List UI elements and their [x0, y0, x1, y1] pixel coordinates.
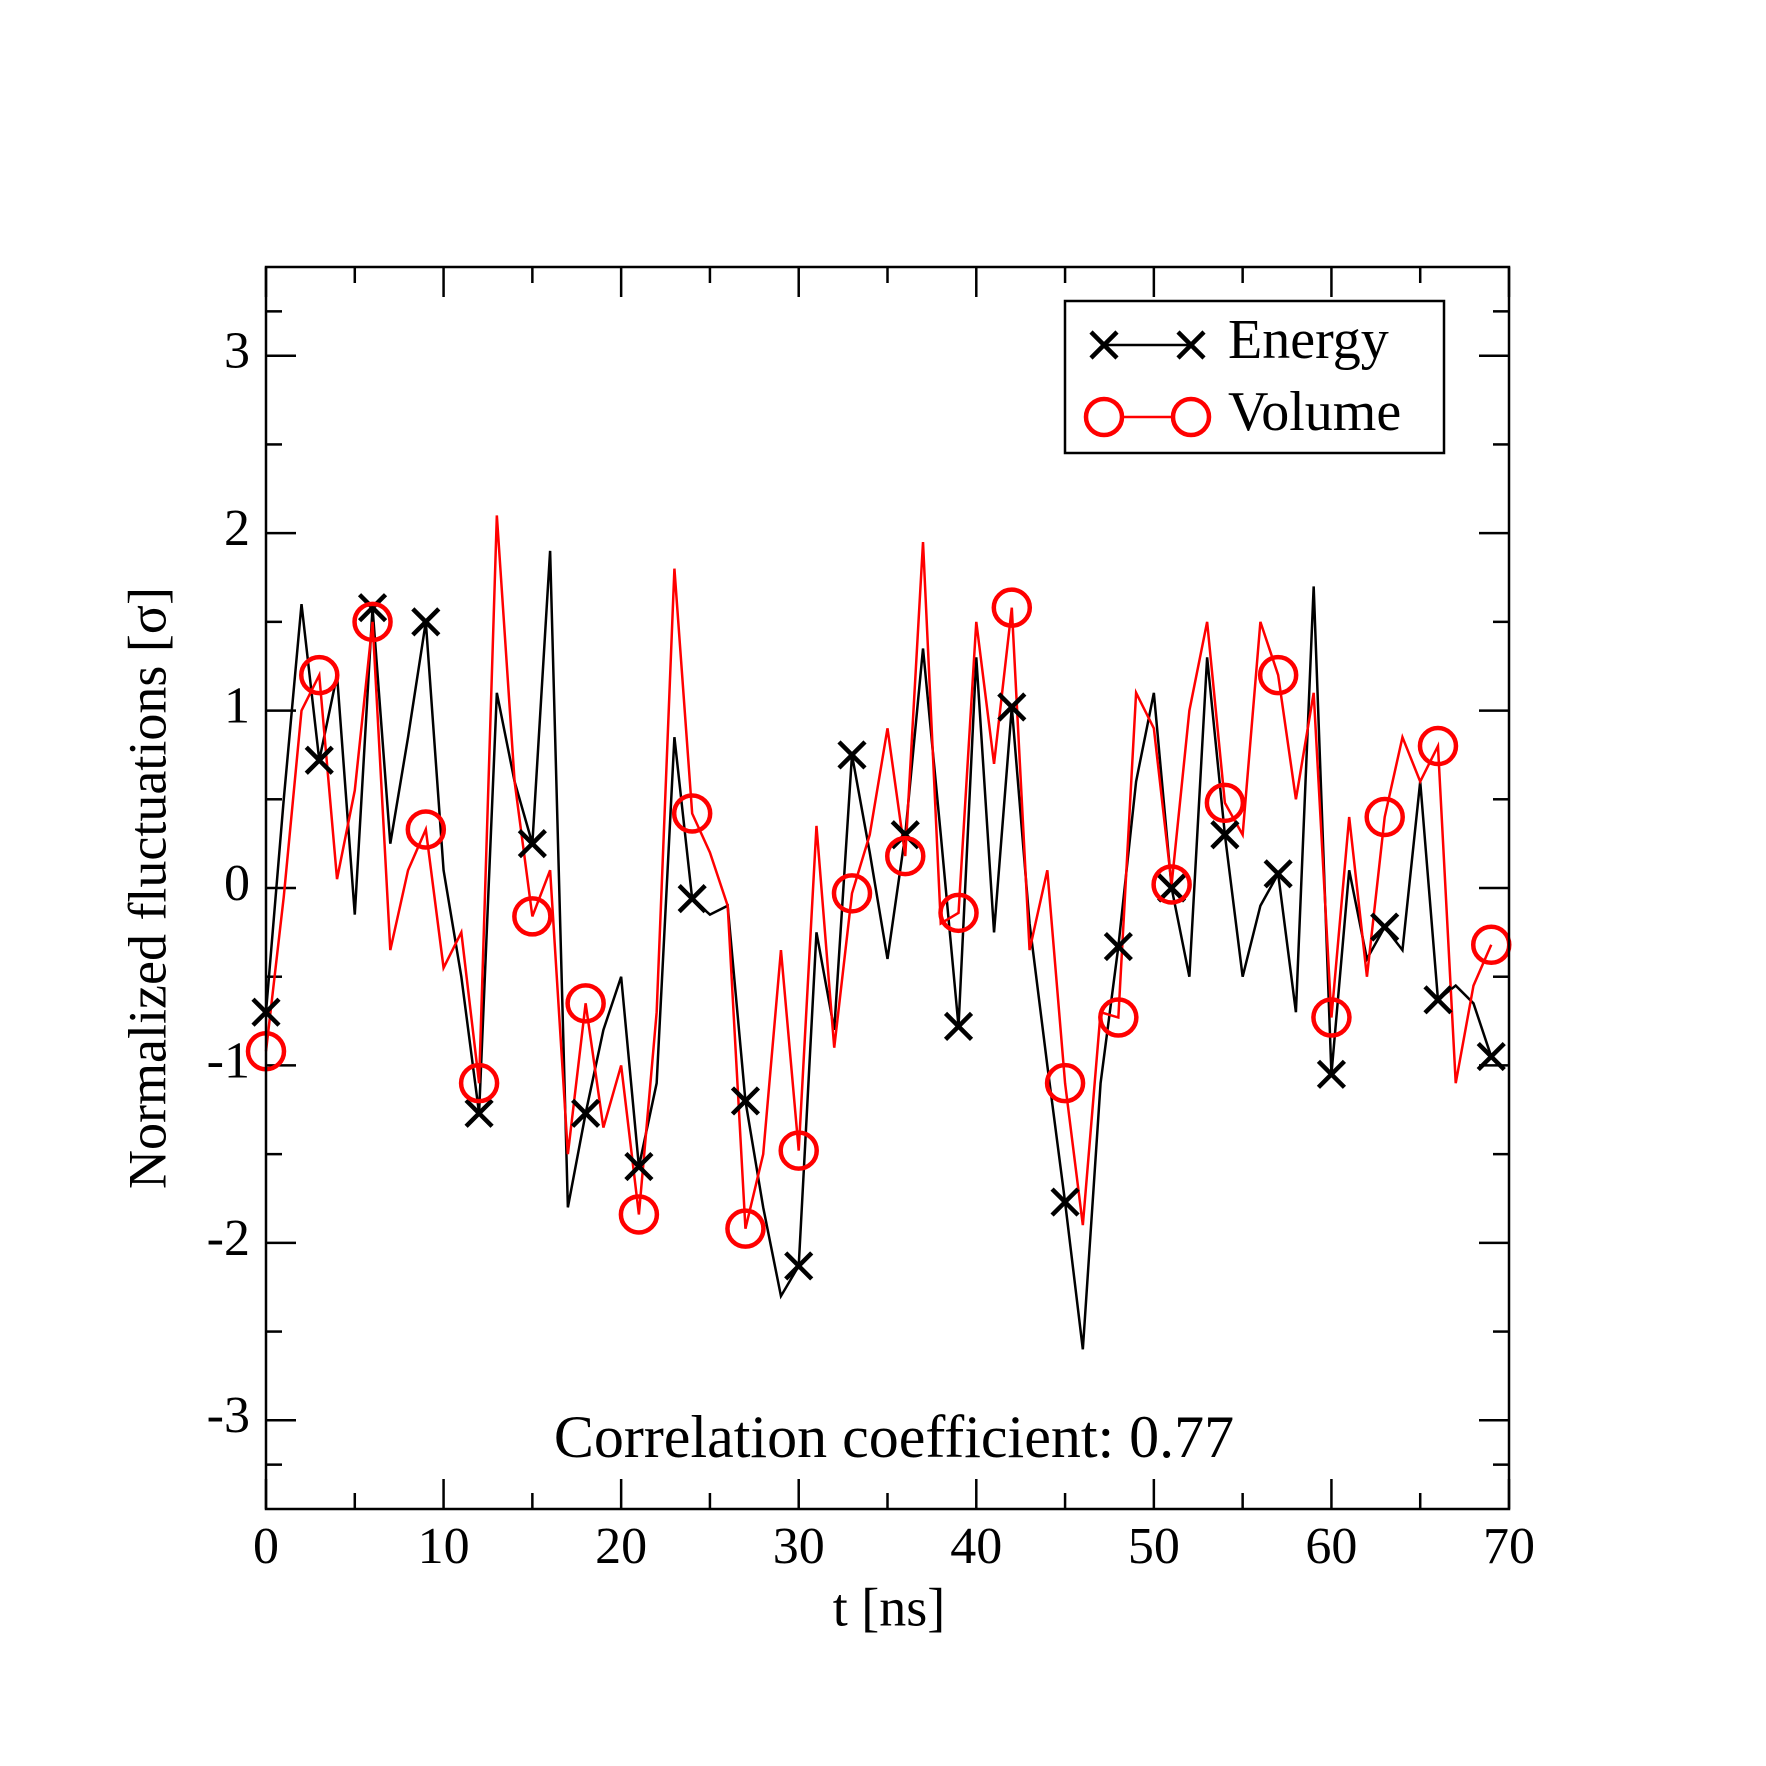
- series-line: [264, 550, 1493, 1350]
- marker: [1370, 912, 1400, 942]
- marker: [943, 1011, 974, 1041]
- marker: [512, 896, 553, 937]
- annotation: Correlation coefficient: 0.77: [554, 1404, 1234, 1470]
- marker: [352, 601, 393, 643]
- marker: [837, 740, 867, 770]
- marker: [464, 1098, 494, 1128]
- legend-label: Volume: [1228, 381, 1401, 443]
- marker: [618, 1194, 660, 1235]
- marker: [1364, 796, 1405, 838]
- y-tick-label: -3: [207, 1387, 250, 1444]
- marker: [725, 1208, 766, 1249]
- marker: [1263, 859, 1293, 889]
- marker: [411, 607, 441, 637]
- marker: [357, 593, 388, 623]
- marker: [991, 587, 1033, 628]
- marker: [778, 1130, 819, 1171]
- y-tick-label: 2: [224, 500, 250, 557]
- marker: [1257, 654, 1299, 696]
- y-tick-label: 1: [224, 678, 250, 735]
- y-axis-label: Normalized fluctuations [σ]: [117, 587, 177, 1189]
- x-tick-label: 70: [1483, 1518, 1535, 1575]
- marker: [1210, 820, 1240, 850]
- marker: [1316, 1059, 1347, 1089]
- marker: [730, 1086, 761, 1116]
- marker: [1311, 997, 1352, 1038]
- marker: [1157, 873, 1187, 903]
- legend-box: [1063, 299, 1446, 455]
- marker: [1151, 864, 1192, 905]
- marker: [458, 1062, 500, 1104]
- plot-frame: [264, 265, 1511, 1511]
- legend-marker: [1083, 396, 1125, 438]
- marker: [1044, 1062, 1086, 1104]
- marker: [571, 1098, 601, 1128]
- marker: [784, 1251, 814, 1281]
- y-tick-label: 3: [224, 323, 250, 380]
- marker: [1476, 1041, 1506, 1072]
- marker: [997, 692, 1027, 722]
- marker: [1204, 782, 1246, 824]
- y-tick-label: -1: [207, 1032, 250, 1089]
- marker: [885, 835, 926, 877]
- legend-marker: [1089, 330, 1119, 360]
- marker: [1423, 985, 1453, 1015]
- legend-label: Energy: [1228, 309, 1389, 371]
- marker: [624, 1151, 654, 1182]
- marker: [671, 793, 713, 834]
- x-tick-label: 60: [1305, 1518, 1357, 1575]
- x-tick-label: 0: [253, 1518, 279, 1575]
- y-tick-label: -2: [207, 1210, 250, 1267]
- marker: [1098, 997, 1139, 1038]
- marker: [299, 654, 340, 696]
- x-tick-label: 10: [418, 1518, 470, 1575]
- marker: [890, 820, 920, 850]
- x-tick-label: 20: [595, 1518, 647, 1575]
- legend-marker: [1170, 396, 1212, 438]
- marker: [1417, 725, 1459, 767]
- x-tick-label: 30: [773, 1518, 825, 1575]
- marker: [517, 829, 547, 859]
- series-line: [264, 515, 1493, 1229]
- marker: [304, 745, 334, 775]
- y-tick-label: 0: [224, 855, 250, 912]
- marker: [938, 892, 979, 934]
- marker: [565, 983, 606, 1024]
- marker: [831, 873, 873, 914]
- marker: [405, 809, 447, 850]
- marker: [1103, 931, 1133, 962]
- marker: [1050, 1187, 1080, 1217]
- x-axis-label: t [ns]: [833, 1577, 945, 1637]
- x-tick-label: 40: [950, 1518, 1002, 1575]
- legend-marker: [1176, 330, 1206, 360]
- marker: [677, 884, 707, 914]
- x-tick-label: 50: [1128, 1518, 1180, 1575]
